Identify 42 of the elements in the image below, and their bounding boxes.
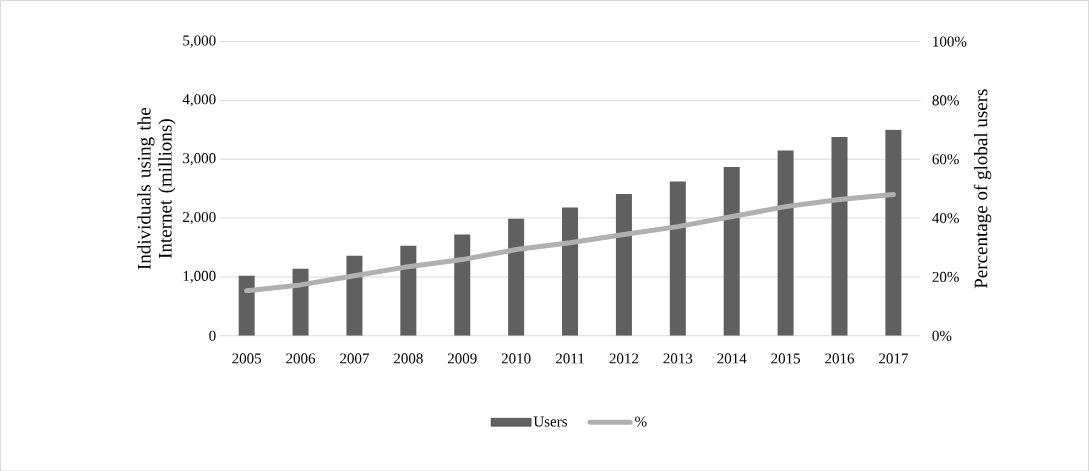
x-tick-label: 2005 xyxy=(232,353,262,364)
x-tick-label: 2017 xyxy=(879,353,908,364)
bar xyxy=(831,136,848,336)
y2-tick-label: 20% xyxy=(932,271,959,282)
y2-tick-label: 0% xyxy=(932,330,952,341)
bar xyxy=(777,150,794,336)
x-tick-label: 2006 xyxy=(286,353,316,364)
bar xyxy=(723,166,740,336)
bar xyxy=(885,129,902,336)
y2-axis-title: Percentage of global users xyxy=(973,89,992,288)
y-axis-title: Individuals using the Internet (millions) xyxy=(137,107,176,270)
y-tick-label: 2,000 xyxy=(183,211,216,225)
y-tick-label: 4,000 xyxy=(182,94,216,107)
y-tick-label: 0 xyxy=(209,330,216,341)
x-tick-label: 2008 xyxy=(393,353,423,364)
y2-tick-label: 40% xyxy=(932,212,959,223)
bar xyxy=(454,234,471,336)
x-tick-label: 2010 xyxy=(501,353,531,364)
x-tick-label: 2011 xyxy=(555,353,584,364)
bar xyxy=(615,193,632,336)
x-tick-label: 2009 xyxy=(447,353,477,364)
legend-label: % xyxy=(635,416,647,427)
bar xyxy=(508,218,525,336)
x-tick-label: 2016 xyxy=(825,353,855,364)
x-tick-label: 2012 xyxy=(609,353,639,364)
legend-label: Users xyxy=(533,416,567,427)
y-tick-label: 3,000 xyxy=(183,152,216,166)
bar xyxy=(562,207,579,336)
y-tick-label: 1,000 xyxy=(183,270,216,283)
bar xyxy=(238,275,255,336)
x-tick-label: 2007 xyxy=(340,353,370,364)
x-tick-label: 2015 xyxy=(771,353,801,364)
x-tick-label: 2014 xyxy=(717,353,747,364)
bar xyxy=(669,181,686,336)
bar xyxy=(346,255,363,336)
bar xyxy=(400,245,417,336)
bar xyxy=(292,268,309,336)
y2-tick-label: 100% xyxy=(933,36,967,47)
y2-tick-label: 80% xyxy=(932,95,959,106)
y2-tick-label: 60% xyxy=(932,153,959,165)
x-tick-label: 2013 xyxy=(663,353,693,364)
y-tick-label: 5,000 xyxy=(183,35,216,48)
